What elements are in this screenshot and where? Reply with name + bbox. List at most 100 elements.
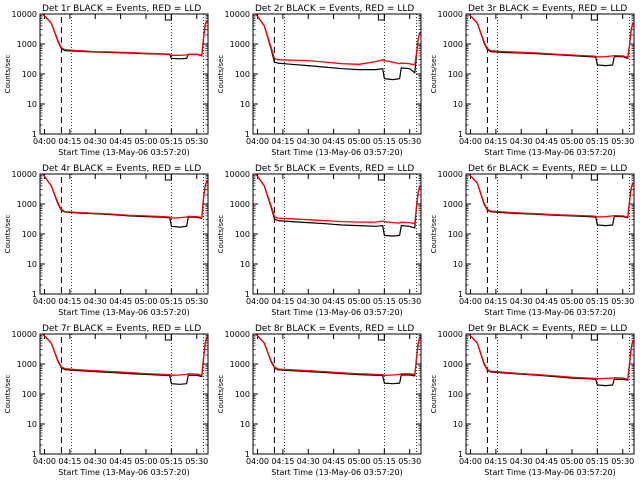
y-axis-label: Counts/sec [430,55,438,94]
plot-frame [465,13,635,135]
x-tick-label: 04:45 [535,457,558,466]
x-tick-label: 05:15 [373,297,396,306]
interval-bracket [590,334,598,341]
x-axis-label: Start Time (13-May-06 03:57:20) [58,468,189,477]
x-tick-label: 05:30 [611,137,634,146]
x-tick-label: 04:45 [322,297,345,306]
plot-frame [465,333,635,455]
x-tick-label: 05:30 [611,297,634,306]
lld-series-line [468,173,634,218]
y-axis-label: Counts/sec [4,375,12,414]
lld-series-line [468,13,634,58]
panel-title: Det 3r BLACK = Events, RED = LLD [468,4,627,14]
x-tick-label: 04:00 [33,297,56,306]
x-tick-label: 04:15 [271,297,294,306]
x-tick-label: 04:00 [246,457,269,466]
plot-frame [465,173,635,295]
lld-series-line [42,333,208,376]
x-tick-label: 04:45 [535,137,558,146]
y-tick-label: 1 [458,130,463,139]
x-tick-label: 04:30 [510,137,533,146]
interval-bracket [590,14,598,21]
y-tick-label: 10 [453,100,463,109]
panel-title: Det 6r BLACK = Events, RED = LLD [468,164,627,174]
x-tick-label: 05:00 [560,457,583,466]
panel-title: Det 9r BLACK = Events, RED = LLD [468,324,627,334]
y-tick-label: 100 [22,230,37,239]
x-tick-label: 05:00 [560,297,583,306]
interval-bracket [164,14,172,21]
events-series-line [468,13,634,67]
x-tick-label: 05:30 [185,297,208,306]
x-axis-label: Start Time (13-May-06 03:57:20) [271,468,402,477]
x-tick-label: 04:15 [271,457,294,466]
y-tick-label: 100 [22,390,37,399]
x-tick-label: 05:00 [560,137,583,146]
interval-bracket [590,174,598,181]
y-tick-label: 1000 [17,200,37,209]
x-tick-label: 04:00 [246,297,269,306]
x-tick-label: 05:30 [398,297,421,306]
x-tick-label: 04:15 [58,457,81,466]
y-tick-label: 1000 [443,360,463,369]
y-tick-label: 10 [240,420,250,429]
x-tick-label: 04:45 [322,457,345,466]
y-tick-label: 1000 [230,40,250,49]
x-tick-label: 05:00 [134,457,157,466]
panel-title: Det 8r BLACK = Events, RED = LLD [255,324,414,334]
y-tick-label: 100 [448,390,463,399]
events-series-line [468,173,634,227]
x-tick-label: 04:15 [58,137,81,146]
y-axis-label: Counts/sec [4,55,12,94]
y-tick-label: 1000 [17,360,37,369]
y-tick-label: 1 [458,290,463,299]
y-tick-label: 1000 [230,200,250,209]
panel-title: Det 1r BLACK = Events, RED = LLD [42,4,201,14]
y-tick-label: 10 [27,420,37,429]
y-tick-label: 10000 [438,170,463,179]
x-tick-label: 05:15 [373,137,396,146]
y-axis-label: Counts/sec [217,375,225,414]
x-tick-label: 04:15 [271,137,294,146]
x-tick-label: 05:15 [586,137,609,146]
x-tick-label: 04:00 [459,457,482,466]
y-tick-label: 100 [448,230,463,239]
x-tick-label: 05:00 [134,297,157,306]
x-axis-label: Start Time (13-May-06 03:57:20) [271,308,402,317]
y-tick-label: 1000 [443,40,463,49]
events-series-line [255,173,421,237]
x-tick-label: 05:30 [185,457,208,466]
y-tick-label: 10 [240,260,250,269]
events-series-line [42,173,208,228]
events-series-line [42,333,208,385]
panel-1: Det 1r BLACK = Events, RED = LLD Counts/s… [4,4,209,157]
y-tick-label: 10 [27,100,37,109]
x-tick-label: 04:15 [58,297,81,306]
panel-7: Det 7r BLACK = Events, RED = LLD Counts/s… [4,324,209,477]
x-tick-label: 05:15 [160,137,183,146]
interval-bracket [377,174,385,181]
x-axis-label: Start Time (13-May-06 03:57:20) [271,148,402,157]
x-axis-label: Start Time (13-May-06 03:57:20) [484,148,615,157]
x-tick-label: 04:15 [484,297,507,306]
x-tick-label: 04:30 [297,137,320,146]
x-tick-label: 05:00 [347,137,370,146]
interval-bracket [164,174,172,181]
x-tick-label: 04:30 [297,457,320,466]
panel-9: Det 9r BLACK = Events, RED = LLD Counts/s… [430,324,635,477]
x-tick-label: 05:30 [611,457,634,466]
y-axis-label: Counts/sec [217,55,225,94]
y-tick-label: 10000 [225,10,250,19]
x-tick-label: 04:45 [109,297,132,306]
y-tick-label: 1 [245,450,250,459]
y-tick-label: 1 [32,450,37,459]
x-tick-label: 04:30 [510,297,533,306]
y-tick-label: 1 [32,290,37,299]
y-axis-label: Counts/sec [430,215,438,254]
x-tick-label: 04:30 [510,457,533,466]
y-tick-label: 10 [240,100,250,109]
x-tick-label: 05:15 [160,297,183,306]
x-tick-label: 04:30 [84,297,107,306]
x-tick-label: 04:45 [535,297,558,306]
